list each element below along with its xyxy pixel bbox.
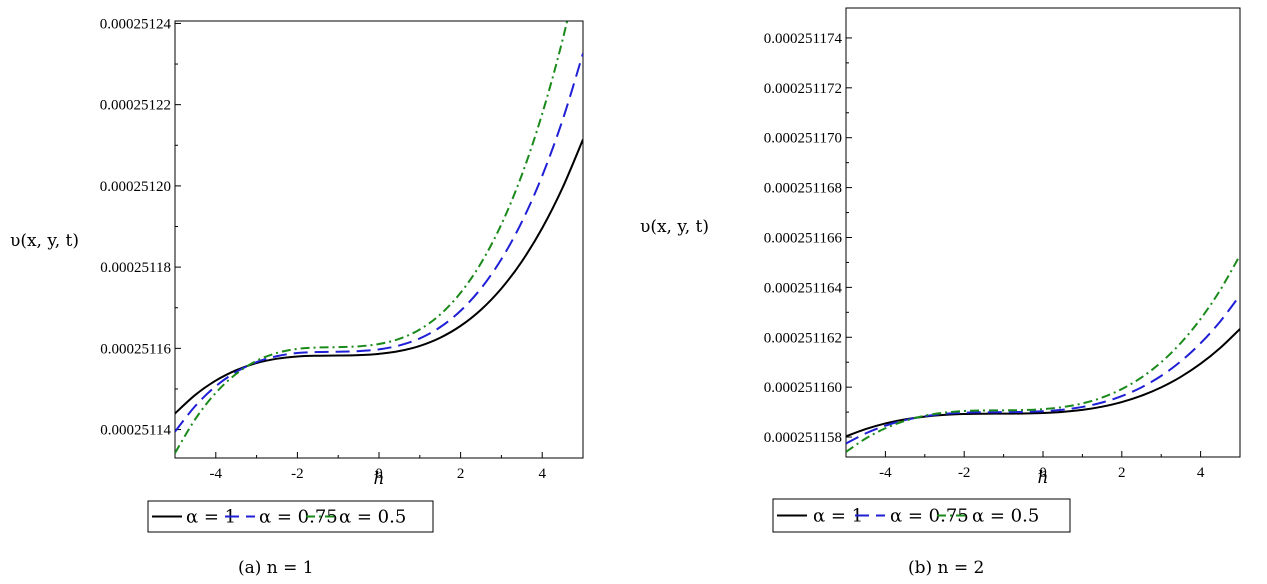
- legend: α = 1 α = 0.75 α = 0.5: [147, 500, 434, 533]
- x-tick-label: 2: [1118, 465, 1126, 481]
- x-tick-label: -4: [210, 466, 223, 482]
- y-tick-label: 0.00025114: [100, 423, 171, 439]
- y-tick-label: 0.000251160: [764, 380, 842, 396]
- x-tick-label: -2: [958, 465, 971, 481]
- x-axis-label: ℏ: [374, 469, 385, 489]
- y-axis-label: υ(x, y, t): [640, 217, 709, 237]
- series-group: [175, 21, 583, 454]
- series-line-3: [846, 254, 1240, 453]
- legend-box: [772, 498, 1071, 533]
- y-tick-label: 0.000251158: [764, 430, 842, 446]
- y-axis-label: υ(x, y, t): [10, 231, 79, 251]
- y-tick-label: 0.00025122: [100, 98, 171, 114]
- x-axis-label: ℏ: [1038, 468, 1049, 488]
- x-tick-label: 4: [538, 466, 546, 482]
- legend-label-1: α = 1: [813, 506, 863, 527]
- legend-label-3: α = 0.5: [339, 507, 406, 528]
- y-tick-label: 0.000251164: [764, 280, 843, 296]
- x-tick-label: 0: [1039, 465, 1047, 481]
- y-tick-label: 0.000251172: [764, 81, 842, 97]
- chart-panel-a: 0.00025114 0.00025116 0.00025118 0.00025120…: [10, 16, 584, 578]
- chart-panel-b: 0.000251158 0.000251160 0.000251162 0.00025…: [640, 7, 1241, 578]
- plot-frame: [845, 7, 1241, 458]
- legend: α = 1 α = 0.75 α = 0.5: [772, 498, 1071, 533]
- y-tick-label: 0.000251162: [764, 330, 842, 346]
- y-tick-label: 0.000251168: [764, 181, 842, 197]
- series-line-2: [846, 294, 1240, 445]
- y-tick-label: 0.00025116: [100, 341, 171, 357]
- legend-label-3: α = 0.5: [972, 506, 1039, 527]
- y-tick-label: 0.00025124: [100, 16, 172, 32]
- series-line-3: [175, 21, 569, 454]
- chart-caption: (a) n = 1: [238, 558, 314, 578]
- series-group: [846, 254, 1240, 453]
- x-tick-label: -2: [291, 466, 304, 482]
- chart-caption: (b) n = 2: [908, 558, 984, 578]
- y-tick-label: 0.000251170: [764, 131, 842, 147]
- x-tick-label: -4: [879, 465, 892, 481]
- x-tick-label: 0: [375, 466, 383, 482]
- x-tick-label: 2: [457, 466, 465, 482]
- plot-frame: [174, 20, 584, 459]
- legend-box: [147, 500, 434, 533]
- y-tick-label: 0.00025120: [100, 179, 171, 195]
- y-tick-label: 0.000251166: [764, 230, 843, 246]
- y-tick-label: 0.000251174: [764, 31, 843, 47]
- x-tick-label: 4: [1197, 465, 1205, 481]
- y-tick-label: 0.00025118: [100, 260, 171, 276]
- legend-label-2: α = 0.75: [259, 507, 338, 528]
- legend-label-1: α = 1: [186, 507, 236, 528]
- legend-label-2: α = 0.75: [890, 506, 969, 527]
